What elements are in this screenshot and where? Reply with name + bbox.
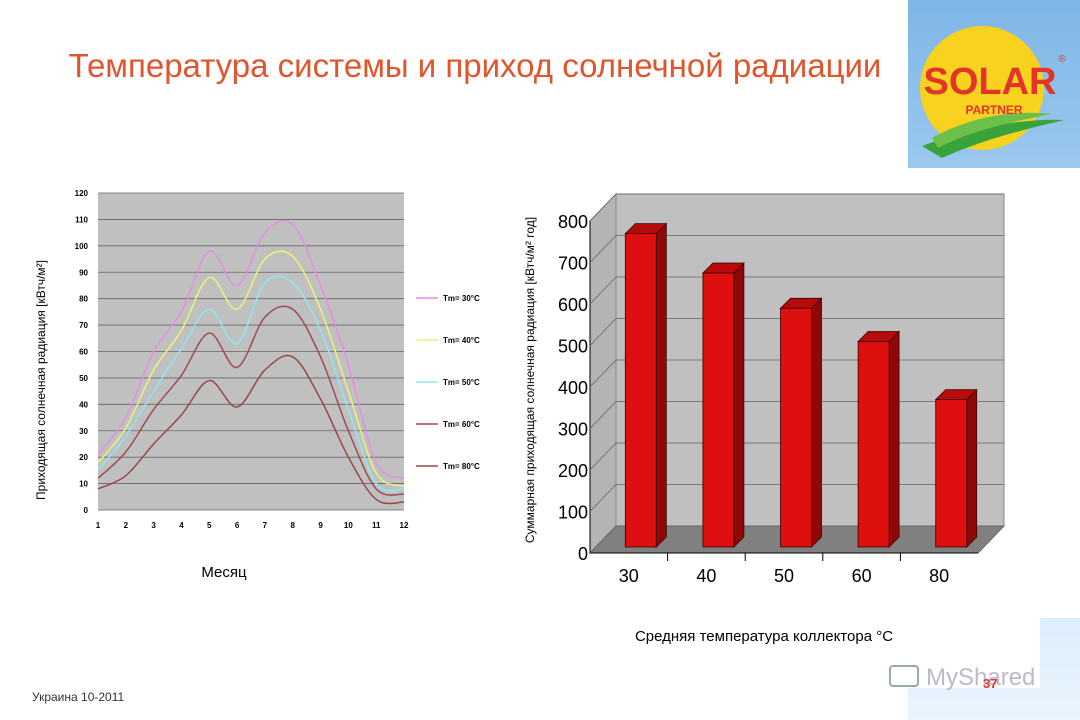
line-series-path [97, 275, 405, 492]
bar-y-tick-label: 600 [558, 295, 588, 315]
line-y-tick-label: 0 [84, 506, 89, 515]
line-series-path [97, 305, 405, 496]
bar [780, 307, 812, 548]
bar-side [811, 297, 822, 548]
line-y-tick-label: 80 [79, 295, 88, 304]
bar-gridline [589, 193, 1004, 222]
bar-x-tick-label: 50 [774, 566, 794, 586]
bar-side [888, 330, 900, 548]
line-x-tick-label: 7 [263, 521, 268, 530]
bar [935, 399, 968, 548]
line-y-tick-label: 40 [79, 400, 88, 409]
line-y-tick-label: 10 [79, 480, 88, 489]
line-y-tick-label: 100 [75, 242, 89, 251]
line-y-tick-label: 90 [79, 268, 88, 277]
line-x-tick-label: 3 [151, 521, 156, 530]
line-series-path [97, 250, 405, 487]
line-x-tick-label: 6 [235, 521, 240, 530]
slide-title: Температура системы и приход солнечной р… [68, 47, 882, 84]
bar-y-tick-label: 300 [558, 420, 588, 440]
logo-registered: ® [1058, 54, 1066, 65]
solar-partner-logo: SOLAR PARTNER ® [920, 26, 1066, 158]
line-y-tick-label: 50 [79, 374, 88, 383]
line-grid [98, 192, 404, 511]
line-x-tick-label: 11 [372, 521, 381, 530]
bar-side [733, 262, 745, 548]
line-x-tick-label: 2 [124, 521, 129, 530]
watermark-text: MyShared [926, 664, 1035, 691]
bar-y-ticks: 0 100 200 300 400 500 600 700 800 [558, 212, 588, 564]
bar-gridline [589, 318, 1004, 346]
logo-text: SOLAR [924, 61, 1057, 103]
line-legend: Tm= 30°C Tm= 40°C Tm= 50°C Tm= 60°C Tm= 80°C [416, 294, 480, 471]
bar [857, 341, 890, 548]
bar-y-tick-label: 500 [558, 337, 588, 357]
line-x-axis-label: Месяц [201, 564, 247, 581]
line-x-tick-label: 9 [318, 521, 323, 530]
bar-y-tick-label: 200 [558, 461, 588, 481]
bar-marks [624, 222, 978, 548]
line-series-path [97, 354, 405, 505]
bar-side [966, 388, 978, 548]
bar-x-tick-label: 60 [852, 566, 872, 586]
bar-x-tick-label: 80 [929, 566, 949, 586]
bar-y-tick-label: 800 [558, 212, 588, 232]
legend-label: Tm= 60°C [443, 420, 480, 429]
line-y-tick-label: 70 [79, 321, 88, 330]
bar-y-tick-label: 700 [558, 254, 588, 274]
line-x-tick-label: 4 [179, 521, 184, 530]
bar-x-axis-label: Средняя температура коллектора °C [635, 628, 893, 645]
footer-text: Украина 10-2011 [32, 690, 125, 704]
watermark-cart-icon [889, 665, 919, 687]
bar [624, 233, 657, 548]
line-y-tick-label: 110 [75, 215, 88, 224]
bar-side [655, 222, 667, 548]
bar-chart: 0 100 200 300 400 500 600 700 800 30 40 50 60 80 Сум… [523, 192, 1006, 645]
line-y-tick-label: 20 [79, 453, 88, 462]
legend-label: Tm= 80°C [443, 462, 480, 471]
line-x-tick-label: 12 [400, 521, 409, 530]
bar [702, 272, 735, 548]
side-cutout [1040, 168, 1080, 618]
logo-subtext: PARTNER [965, 103, 1022, 117]
bar-y-axis-label: Суммарная приходящая солнечная радиация … [523, 217, 537, 543]
line-x-tick-label: 1 [96, 521, 101, 530]
line-y-axis-label: Приходящая солнечная радиация [кВтч/м²] [34, 260, 48, 500]
legend-label: Tm= 30°C [443, 294, 480, 303]
bar-gridline [589, 276, 1004, 305]
bar-x-tick-label: 40 [696, 566, 716, 586]
bar-y-tick-label: 100 [558, 503, 588, 523]
myshared-watermark: MyShared [889, 664, 1035, 691]
line-y-tick-label: 30 [79, 427, 88, 436]
bar-y-tick-label: 0 [578, 544, 588, 564]
line-series [97, 219, 405, 505]
line-x-ticks: 1 2 3 4 5 6 7 8 9 10 11 12 [96, 521, 409, 530]
legend-label: Tm= 40°C [443, 336, 480, 345]
line-series-path [97, 219, 405, 480]
line-y-tick-label: 60 [79, 348, 88, 357]
line-y-tick-label: 120 [75, 189, 89, 198]
line-y-ticks: 0 10 20 30 40 50 60 70 80 90 100 110 120 [75, 189, 89, 515]
bar-y-tick-label: 400 [558, 378, 588, 398]
page-number: 37 [983, 676, 998, 691]
logo-swoosh-icon [922, 119, 1064, 158]
line-x-tick-label: 10 [344, 521, 353, 530]
bar-gridline [589, 235, 1004, 263]
line-x-tick-label: 8 [291, 521, 296, 530]
legend-label: Tm= 50°C [443, 378, 480, 387]
bar-x-tick-label: 30 [619, 566, 639, 586]
line-x-tick-label: 5 [207, 521, 212, 530]
bar-x-ticks: 30 40 50 60 80 [619, 553, 949, 586]
